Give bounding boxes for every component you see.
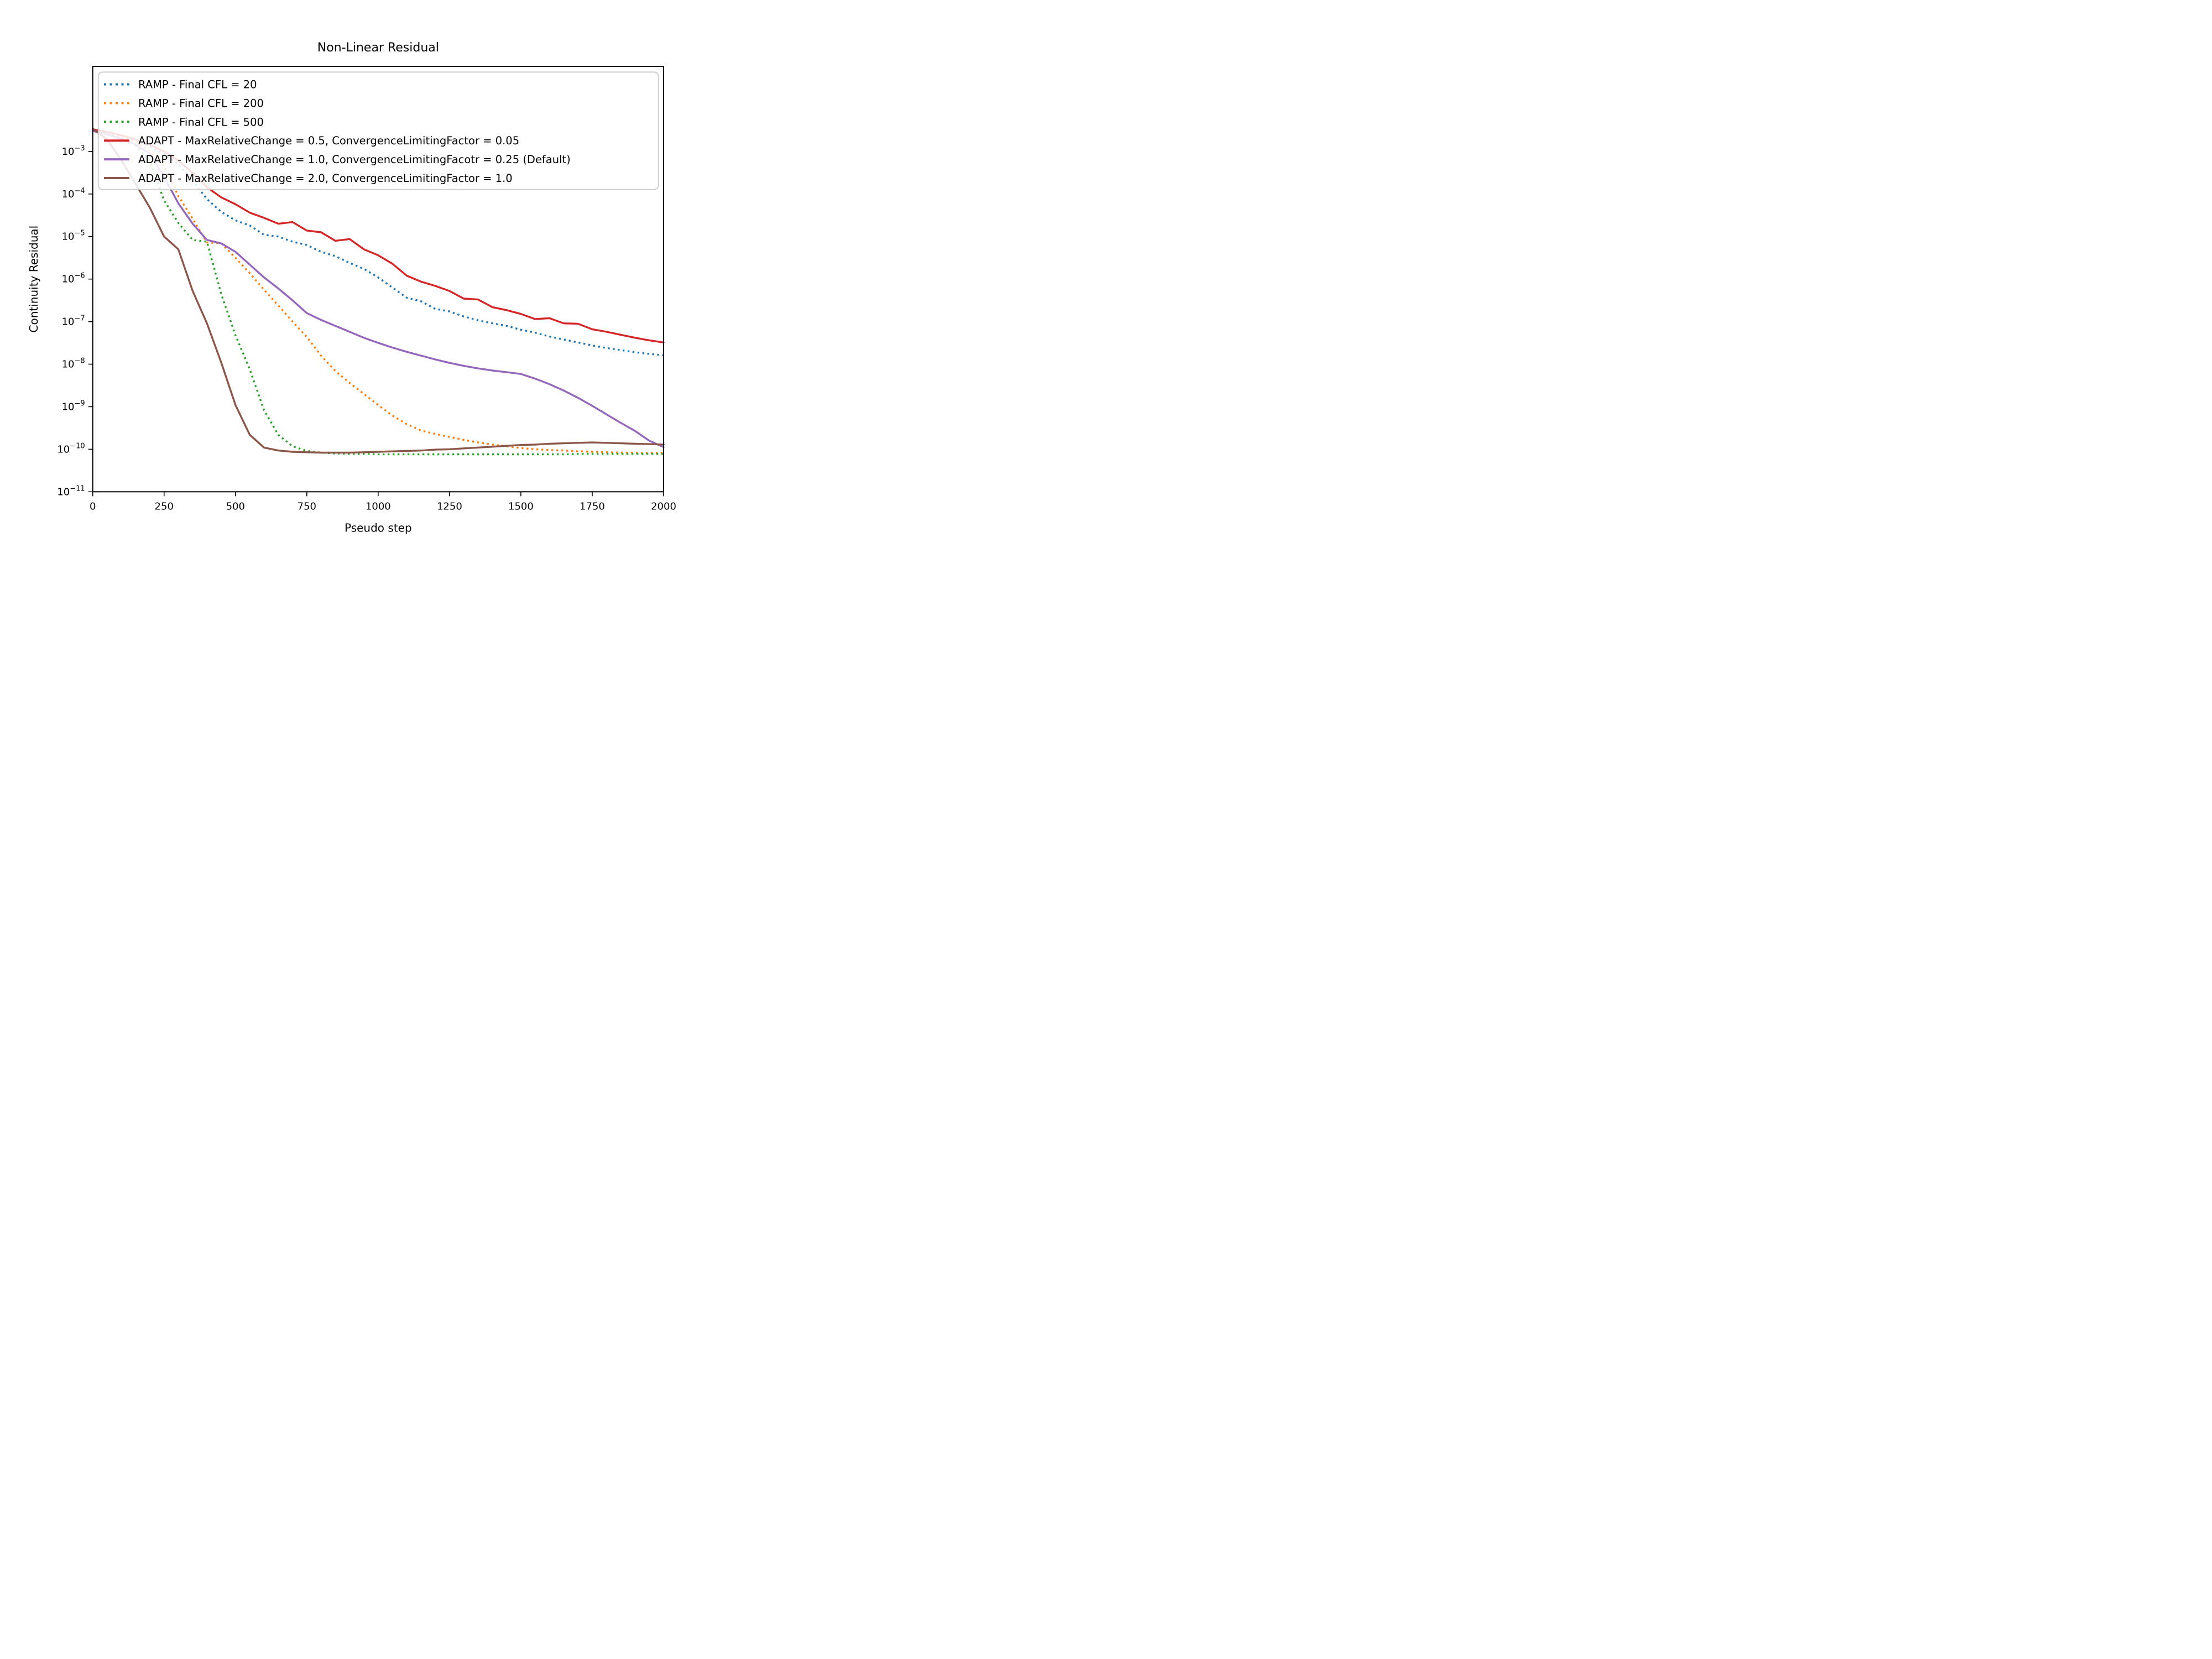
x-tick-label: 250	[155, 500, 174, 512]
residual-convergence-chart: Non-Linear Residual 10−3 10−4 10−5 10−6 10−7 1…	[27, 41, 676, 534]
y-tick-label: 10−4	[62, 187, 85, 200]
chart-title: Non-Linear Residual	[317, 41, 439, 55]
y-tick-label: 10−6	[62, 272, 85, 285]
legend-label-0: RAMP - Final CFL = 20	[138, 79, 257, 91]
legend-label-1: RAMP - Final CFL = 200	[138, 97, 264, 109]
plot-area	[92, 66, 665, 493]
y-tick-label: 10−5	[62, 229, 85, 243]
y-tick-label: 10−11	[57, 484, 85, 498]
series-line-0	[92, 129, 664, 357]
y-tick-label: 10−8	[62, 357, 85, 371]
x-axis-label: Pseudo step	[345, 521, 412, 534]
x-tick-label: 1250	[437, 500, 462, 512]
series-line-2	[92, 130, 664, 456]
legend-label-4: ADAPT - MaxRelativeChange = 1.0, Converg…	[138, 153, 571, 166]
y-tick-label: 10−10	[57, 442, 85, 455]
y-tick-label: 10−7	[62, 315, 85, 328]
x-tick-label: 0	[90, 500, 96, 512]
x-tick-label: 1000	[366, 500, 391, 512]
legend	[97, 71, 659, 190]
series-line-4	[92, 130, 665, 448]
chart-figure: Non-Linear Residual 10−3 10−4 10−5 10−6 10−7 1…	[0, 0, 737, 553]
y-tick-label: 10−3	[62, 144, 85, 158]
x-tick-label: 1500	[508, 500, 534, 512]
legend-label-3: ADAPT - MaxRelativeChange = 0.5, Converg…	[138, 134, 519, 147]
x-tick-label: 500	[226, 500, 245, 512]
legend-label-2: RAMP - Final CFL = 500	[138, 116, 264, 128]
y-tick-label: 10−9	[62, 399, 85, 413]
y-axis-label: Continuity Residual	[27, 226, 40, 333]
series-line-5	[92, 127, 665, 454]
legend-label-5: ADAPT - MaxRelativeChange = 2.0, Converg…	[138, 172, 513, 185]
x-tick-label: 1750	[580, 500, 605, 512]
x-tick-label: 750	[298, 500, 316, 512]
x-tick-label: 2000	[651, 500, 676, 512]
